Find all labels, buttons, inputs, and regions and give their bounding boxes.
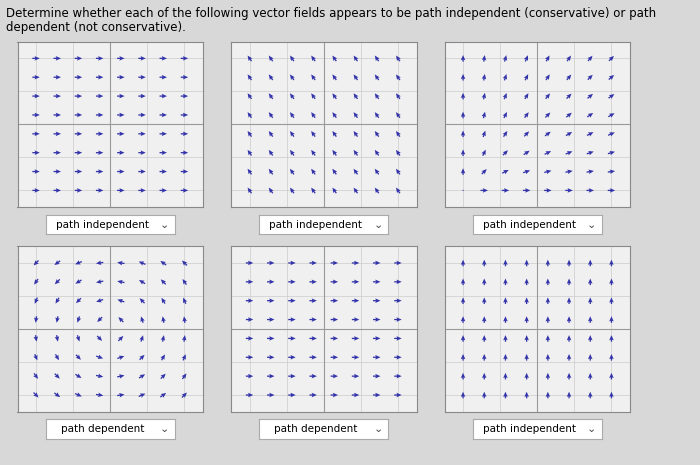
Text: ⌄: ⌄ (587, 219, 596, 230)
Text: ⌄: ⌄ (374, 424, 383, 434)
Text: ⌄: ⌄ (160, 219, 169, 230)
Text: path independent: path independent (56, 219, 149, 230)
Text: path independent: path independent (483, 424, 576, 434)
Text: dependent (not conservative).: dependent (not conservative). (6, 21, 186, 34)
Text: ⌄: ⌄ (587, 424, 596, 434)
Text: ⌄: ⌄ (160, 424, 169, 434)
Text: Determine whether each of the following vector fields appears to be path indepen: Determine whether each of the following … (6, 7, 656, 20)
Text: ⌄: ⌄ (374, 219, 383, 230)
Text: path independent: path independent (270, 219, 363, 230)
Text: path independent: path independent (483, 219, 576, 230)
Text: path dependent: path dependent (274, 424, 358, 434)
Text: path dependent: path dependent (61, 424, 144, 434)
